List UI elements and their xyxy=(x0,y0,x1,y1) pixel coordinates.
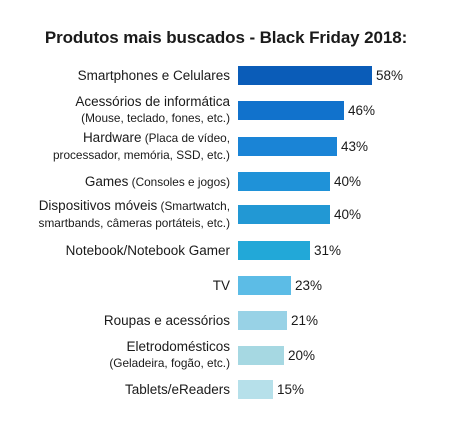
category-note: (Mouse, teclado, fones, etc.) xyxy=(81,111,230,125)
category-label: Hardware (Placa de vídeo, processador, me… xyxy=(53,129,230,164)
data-label: 21% xyxy=(291,312,319,328)
data-label: 58% xyxy=(376,67,404,83)
category-note: smartbands, câmeras portáteis, etc.) xyxy=(38,216,230,230)
category-note: (Placa de vídeo, xyxy=(141,131,230,145)
bar xyxy=(238,171,330,191)
category-name: Tablets/eReaders xyxy=(124,381,230,397)
bar xyxy=(238,275,291,295)
bar xyxy=(238,240,310,260)
category-label: Smartphones e Celulares xyxy=(78,67,230,84)
data-label: 31% xyxy=(314,242,342,258)
bar xyxy=(238,100,344,120)
category-note: processador, memória, SSD, etc.) xyxy=(52,148,230,162)
category-name: Games xyxy=(84,173,129,189)
data-label: 40% xyxy=(334,173,362,189)
category-note: (Geladeira, fogão, etc.) xyxy=(109,356,230,370)
category-name: Eletrodomésticos xyxy=(126,339,230,354)
data-label: 23% xyxy=(295,277,323,293)
bar xyxy=(238,204,330,224)
category-name: Dispositivos móveis xyxy=(38,198,158,213)
category-name: TV xyxy=(212,277,230,293)
category-name: Smartphones e Celulares xyxy=(77,67,230,83)
category-label: Games (Consoles e jogos) xyxy=(85,173,230,191)
bar xyxy=(238,345,284,365)
category-name: Roupas e acessórios xyxy=(103,312,230,328)
bar xyxy=(238,310,287,330)
category-label: Tablets/eReaders xyxy=(125,381,230,398)
category-label: Acessórios de informática (Mouse, teclado… xyxy=(75,93,230,127)
category-label: Roupas e acessórios xyxy=(104,312,230,329)
data-label: 40% xyxy=(334,206,362,222)
category-label: Notebook/Notebook Gamer xyxy=(66,242,230,259)
data-label: 15% xyxy=(277,381,305,397)
category-name: Acessórios de informática xyxy=(75,94,230,109)
category-note: (Smartwatch, xyxy=(157,199,231,213)
data-label: 20% xyxy=(288,347,316,363)
category-note: (Consoles e jogos) xyxy=(128,174,230,189)
chart-title: Produtos mais buscados - Black Friday 20… xyxy=(44,28,408,47)
category-name: Hardware xyxy=(82,130,142,145)
category-name: Notebook/Notebook Gamer xyxy=(65,242,230,258)
bar xyxy=(238,379,273,399)
bar xyxy=(238,65,372,85)
data-label: 43% xyxy=(341,138,369,154)
bar xyxy=(238,136,337,156)
data-label: 46% xyxy=(348,102,376,118)
category-label: Eletrodomésticos (Geladeira, fogão, etc.) xyxy=(109,338,230,372)
category-label: Dispositivos móveis (Smartwatch, smartban… xyxy=(39,197,230,232)
category-label: TV xyxy=(213,277,230,294)
